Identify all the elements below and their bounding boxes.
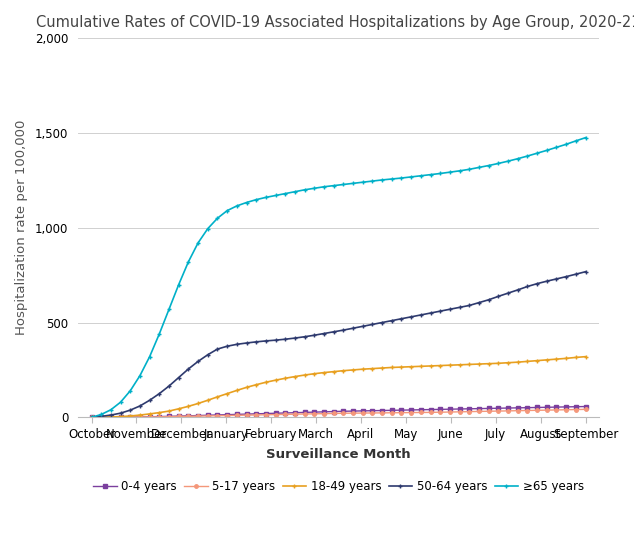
50-64 years	[126, 407, 134, 413]
0-4 years	[262, 410, 269, 417]
Y-axis label: Hospitalization rate per 100,000: Hospitalization rate per 100,000	[15, 120, 28, 335]
18-49 years	[388, 364, 396, 371]
Line: ≥65 years: ≥65 years	[89, 136, 588, 419]
50-64 years	[87, 414, 95, 420]
5-17 years	[408, 409, 415, 416]
Legend: 0-4 years, 5-17 years, 18-49 years, 50-64 years, ≥65 years: 0-4 years, 5-17 years, 18-49 years, 50-6…	[93, 480, 584, 493]
18-49 years	[320, 370, 328, 376]
Line: 18-49 years: 18-49 years	[89, 355, 588, 419]
5-17 years	[87, 414, 95, 420]
50-64 years	[582, 268, 590, 275]
Title: Cumulative Rates of COVID-19 Associated Hospitalizations by Age Group, 2020-21: Cumulative Rates of COVID-19 Associated …	[36, 15, 634, 30]
≥65 years	[543, 147, 550, 153]
5-17 years	[262, 412, 269, 418]
≥65 years	[408, 173, 415, 180]
0-4 years	[582, 403, 590, 410]
18-49 years	[126, 413, 134, 419]
5-17 years	[320, 411, 328, 417]
50-64 years	[408, 314, 415, 320]
5-17 years	[126, 414, 134, 420]
0-4 years	[126, 414, 134, 420]
Line: 5-17 years: 5-17 years	[90, 408, 587, 419]
5-17 years	[582, 406, 590, 413]
18-49 years	[87, 414, 95, 420]
Line: 0-4 years: 0-4 years	[90, 405, 587, 419]
18-49 years	[582, 353, 590, 360]
18-49 years	[543, 357, 550, 363]
18-49 years	[262, 379, 269, 386]
≥65 years	[262, 194, 269, 201]
Line: 50-64 years: 50-64 years	[89, 270, 588, 419]
18-49 years	[408, 363, 415, 370]
≥65 years	[87, 414, 95, 420]
50-64 years	[320, 330, 328, 337]
≥65 years	[582, 134, 590, 141]
0-4 years	[87, 414, 95, 420]
X-axis label: Surveillance Month: Surveillance Month	[266, 448, 411, 461]
≥65 years	[126, 387, 134, 394]
0-4 years	[543, 404, 550, 411]
≥65 years	[320, 183, 328, 190]
0-4 years	[408, 407, 415, 413]
≥65 years	[388, 176, 396, 182]
0-4 years	[388, 407, 396, 414]
50-64 years	[543, 278, 550, 285]
5-17 years	[388, 409, 396, 416]
5-17 years	[543, 407, 550, 413]
50-64 years	[262, 337, 269, 344]
0-4 years	[320, 408, 328, 415]
50-64 years	[388, 317, 396, 324]
